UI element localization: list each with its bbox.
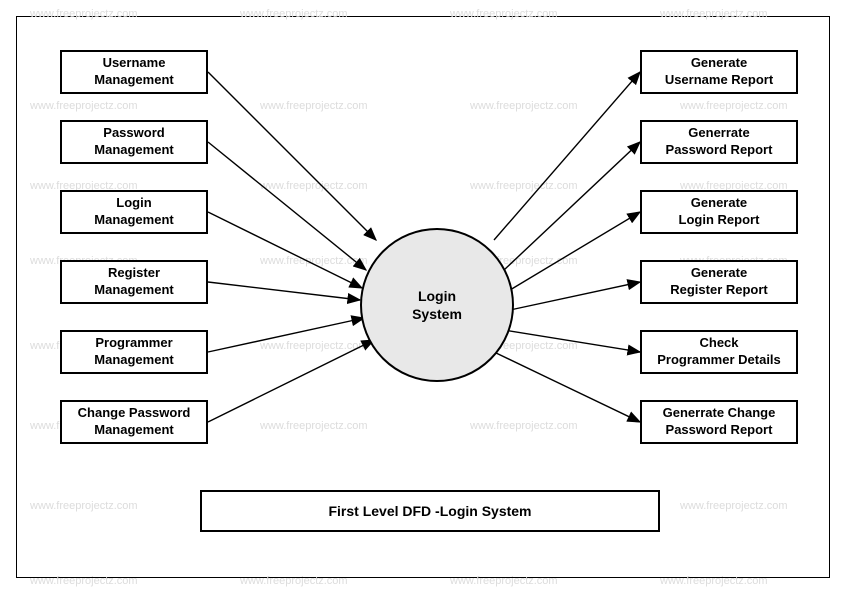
entity-box-right-5: Generrate ChangePassword Report [640,400,798,444]
entity-box-left-3: RegisterManagement [60,260,208,304]
entity-box-left-4: ProgrammerManagement [60,330,208,374]
center-process: LoginSystem [360,228,514,382]
entity-box-right-1: GenerratePassword Report [640,120,798,164]
entity-box-right-2: GenerateLogin Report [640,190,798,234]
entity-box-left-0: UsernameManagement [60,50,208,94]
diagram-title: First Level DFD -Login System [200,490,660,532]
entity-box-left-1: PasswordManagement [60,120,208,164]
entity-box-right-4: CheckProgrammer Details [640,330,798,374]
entity-box-left-5: Change PasswordManagement [60,400,208,444]
entity-box-right-0: GenerateUsername Report [640,50,798,94]
entity-box-right-3: GenerateRegister Report [640,260,798,304]
entity-box-left-2: LoginManagement [60,190,208,234]
